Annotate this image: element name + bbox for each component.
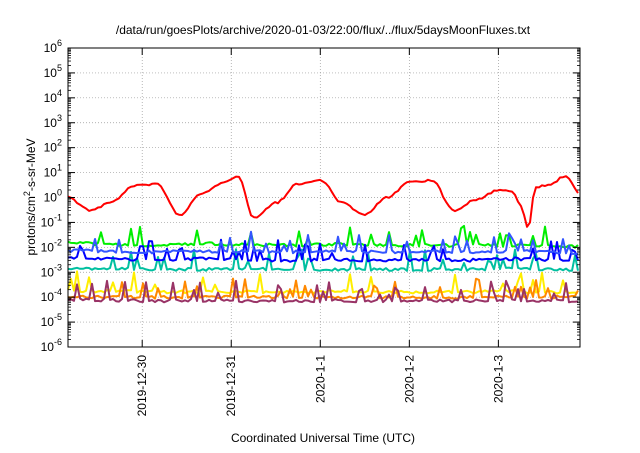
y-tick-label-exp: -6 — [54, 337, 62, 347]
y-tick-label: 100 — [44, 188, 62, 205]
y-tick-label: 10-5 — [41, 312, 62, 329]
y-tick-label: 10-6 — [41, 337, 62, 354]
series-lines — [67, 175, 579, 304]
y-tick-label-base: 10 — [41, 315, 55, 329]
y-tick-label: 104 — [44, 88, 62, 105]
y-axis-label-rest: -s-sr-MeV — [24, 138, 38, 191]
y-tick-label-base: 10 — [44, 191, 58, 205]
y-tick-label-exp: -3 — [54, 262, 62, 272]
x-tick-label: 2020-1-3 — [491, 355, 505, 403]
series-line — [67, 224, 579, 249]
y-tick-label-exp: -1 — [54, 212, 62, 222]
axis-ticks: 10-610-510-410-310-210-11001011021031041… — [41, 38, 580, 416]
x-axis-label: Coordinated Universal Time (UTC) — [231, 431, 415, 445]
y-tick-label-exp: -2 — [54, 237, 62, 247]
y-tick-label-base: 10 — [41, 340, 55, 354]
y-tick-label: 103 — [44, 113, 62, 130]
series-line — [67, 279, 579, 304]
y-tick-label-exp: 2 — [57, 138, 62, 148]
x-tick-label: 2019-12-30 — [135, 355, 149, 417]
x-tick-label: 2019-12-31 — [224, 355, 238, 417]
y-tick-label-base: 10 — [44, 141, 58, 155]
y-axis-label-sup: 2 — [22, 191, 32, 196]
y-tick-label-base: 10 — [41, 240, 55, 254]
series-line — [67, 230, 579, 255]
y-tick-label-base: 10 — [44, 116, 58, 130]
series-line — [67, 248, 579, 272]
y-tick-label: 10-4 — [41, 287, 62, 304]
y-tick-label-base: 10 — [41, 290, 55, 304]
y-tick-label-base: 10 — [41, 215, 55, 229]
y-tick-label: 106 — [44, 38, 62, 55]
y-tick-label-base: 10 — [44, 41, 58, 55]
y-tick-label-exp: 0 — [57, 188, 62, 198]
y-tick-label: 10-2 — [41, 237, 62, 254]
y-tick-label-base: 10 — [41, 265, 55, 279]
y-tick-label-base: 10 — [44, 91, 58, 105]
y-axis-label-base: protons/cm — [24, 196, 38, 255]
y-tick-label-base: 10 — [44, 66, 58, 80]
x-tick-label: 2020-1-2 — [402, 355, 416, 403]
y-tick-label: 101 — [44, 163, 62, 180]
series-line — [67, 277, 579, 300]
y-tick-label: 102 — [44, 138, 62, 155]
y-tick-label-exp: -4 — [54, 287, 62, 297]
y-tick-label-base: 10 — [44, 166, 58, 180]
y-tick-label-exp: 5 — [57, 63, 62, 73]
y-tick-label: 10-1 — [41, 212, 62, 229]
y-axis-label: protons/cm2-s-sr-MeV — [22, 138, 38, 255]
y-tick-label-exp: 3 — [57, 113, 62, 123]
chart-title: /data/run/goesPlots/archive/2020-01-03/2… — [116, 23, 531, 37]
x-tick-label: 2020-1-1 — [313, 355, 327, 403]
y-tick-label-exp: -5 — [54, 312, 62, 322]
y-tick-label-exp: 4 — [57, 88, 62, 98]
series-line — [67, 175, 579, 228]
y-tick-label-exp: 1 — [57, 163, 62, 173]
y-tick-label: 10-3 — [41, 262, 62, 279]
y-tick-label: 105 — [44, 63, 62, 80]
y-tick-label-exp: 6 — [57, 38, 62, 48]
series-line — [67, 238, 579, 263]
